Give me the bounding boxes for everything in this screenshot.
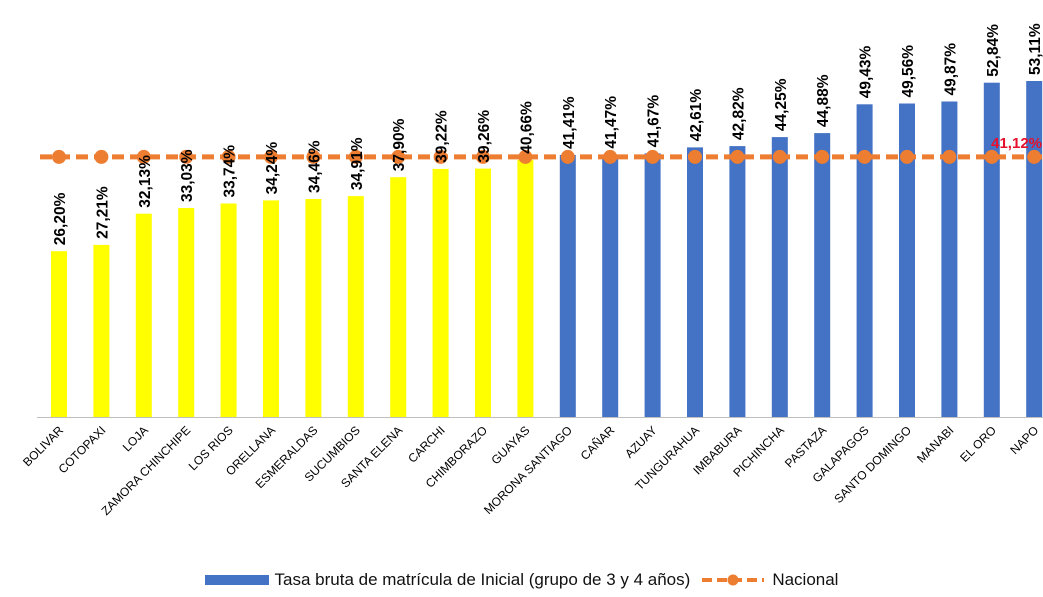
data-label: 40,66% <box>518 101 535 154</box>
national-marker <box>560 149 575 164</box>
bar <box>1026 81 1043 417</box>
category-label: GUAYAS <box>489 423 533 467</box>
bar <box>475 168 491 417</box>
data-label: 34,46% <box>306 140 323 193</box>
national-value-label: 41,12% <box>991 135 1042 152</box>
bar <box>687 147 703 417</box>
bar <box>602 154 619 417</box>
data-label: 41,41% <box>561 96 578 149</box>
bar <box>305 199 322 417</box>
bar <box>729 146 746 417</box>
category-label: CARCHI <box>405 423 447 465</box>
data-label: 49,87% <box>942 43 959 96</box>
data-label: 44,25% <box>773 78 790 131</box>
national-marker <box>815 149 830 164</box>
data-label: 42,82% <box>730 87 747 140</box>
data-label: 27,21% <box>94 186 111 239</box>
data-label: 44,88% <box>815 74 832 127</box>
data-label: 26,20% <box>52 192 69 245</box>
legend-swatch-national <box>702 574 765 586</box>
bar <box>51 251 67 417</box>
national-marker <box>984 149 999 164</box>
national-marker <box>476 149 490 164</box>
bar <box>856 104 873 418</box>
data-label: 33,03% <box>179 149 196 202</box>
bar <box>771 137 788 417</box>
data-label: 49,56% <box>900 45 917 98</box>
bar <box>263 200 279 417</box>
bar <box>135 213 152 417</box>
data-label: 49,43% <box>858 46 875 99</box>
national-marker <box>1027 149 1042 164</box>
bar <box>220 203 237 417</box>
data-label: 32,13% <box>137 155 154 208</box>
national-marker <box>603 149 618 164</box>
national-marker <box>942 149 957 164</box>
data-label: 42,61% <box>688 89 705 142</box>
legend-label-national: Nacional <box>772 570 839 589</box>
bar <box>983 82 1000 417</box>
legend-label-enrollment: Tasa bruta de matrícula de Inicial (grup… <box>274 570 691 589</box>
data-label: 34,24% <box>264 142 281 195</box>
bar <box>814 133 831 417</box>
category-label: NAPO <box>1007 423 1041 457</box>
category-label: EL ORO <box>957 423 999 465</box>
national-line-layer <box>40 149 1043 164</box>
bar <box>93 244 110 417</box>
category-label: MANABI <box>914 423 956 465</box>
bar <box>941 101 958 417</box>
data-label: 41,67% <box>646 95 663 148</box>
national-marker <box>645 149 660 164</box>
national-marker <box>52 149 66 164</box>
national-marker <box>306 149 321 164</box>
bar <box>390 177 407 417</box>
legend-swatch-enrollment <box>204 575 269 585</box>
bars-layer <box>51 81 1043 418</box>
national-marker <box>900 149 914 164</box>
data-label: 37,90% <box>391 118 408 171</box>
bar <box>347 196 364 417</box>
bar <box>517 159 534 418</box>
data-label: 33,74% <box>222 145 239 198</box>
bar <box>432 168 449 417</box>
legend: Tasa bruta de matrícula de Inicial (grup… <box>0 570 1043 590</box>
data-label: 52,84% <box>985 24 1002 77</box>
bar <box>178 208 195 417</box>
national-marker <box>772 149 787 164</box>
category-label: AZUAY <box>622 423 660 461</box>
bar-chart: 41,12% 26,20% 27,21% 32,13% 33,03% 33,74% 34,2… <box>20 23 1043 518</box>
data-label: 39,26% <box>476 110 493 163</box>
national-marker <box>857 149 872 164</box>
national-marker <box>221 149 236 164</box>
national-marker <box>688 149 702 164</box>
national-marker <box>94 149 109 164</box>
data-label: 34,91% <box>349 137 366 190</box>
national-marker <box>518 149 533 164</box>
national-marker <box>391 149 406 164</box>
category-label: SANTO DOMINGO <box>831 423 914 506</box>
bar <box>899 103 915 417</box>
data-label: 39,22% <box>434 110 451 163</box>
national-marker <box>433 149 448 164</box>
category-label: CAÑAR <box>578 423 618 463</box>
national-marker <box>179 149 194 164</box>
national-marker <box>264 149 278 164</box>
bar <box>559 155 576 417</box>
legend-item-enrollment: Tasa bruta de matrícula de Inicial (grup… <box>204 570 691 590</box>
legend-item-national: Nacional <box>702 570 838 590</box>
category-label: LOJA <box>120 423 151 454</box>
national-marker <box>348 149 363 164</box>
national-marker <box>730 149 745 164</box>
bar <box>644 153 661 417</box>
data-label: 53,11% <box>1027 23 1043 75</box>
data-labels-layer: 41,12% 26,20% 27,21% 32,13% 33,03% 33,74% 34,2… <box>52 23 1043 245</box>
data-label: 41,47% <box>603 96 620 149</box>
national-marker <box>136 149 151 164</box>
